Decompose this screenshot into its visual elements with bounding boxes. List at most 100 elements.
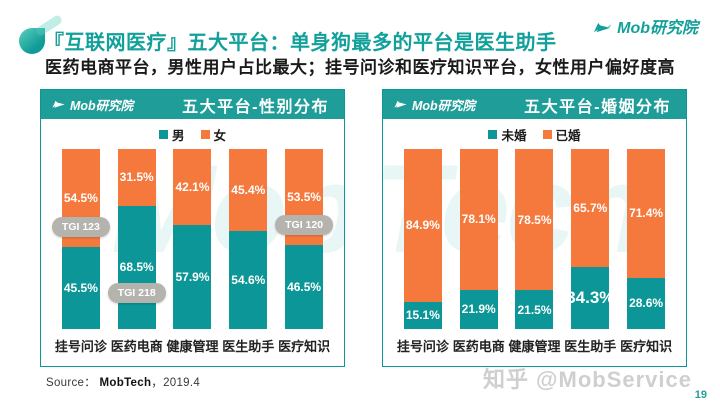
value-label: 78.1% [461, 212, 496, 227]
bar-segment-未婚: 34.3% [566, 267, 614, 329]
stacked-bar: 53.5% 46.5% [285, 149, 324, 329]
value-label: 78.5% [517, 212, 552, 227]
tgi-badge: TGI 123 [51, 217, 110, 238]
chart-legend: 男女 [41, 119, 344, 149]
panel-header: Mob研究院 五大平台-性别分布 [41, 90, 344, 119]
source-line: Source： MobTech，2019.4 [46, 374, 200, 390]
legend-item-未婚: 未婚 [488, 125, 527, 144]
legend-label: 女 [213, 128, 227, 143]
category-label: 医药电商 [110, 339, 163, 354]
stacked-bar: 42.1% 57.9% [173, 149, 212, 329]
stacked-bar: 54.5% 45.5% [61, 149, 100, 329]
category-label: 医生助手 [564, 339, 617, 354]
legend-marker [542, 129, 552, 139]
value-label: 31.5% [119, 170, 154, 185]
category-label: 医疗知识 [620, 339, 673, 354]
category-label: 医药电商 [452, 339, 505, 354]
value-label: 46.5% [287, 280, 322, 295]
bar-column: 71.4% 28.6% [618, 149, 674, 329]
category-axis: 挂号问诊 医药电商 健康管理 医生助手 医疗知识 [383, 336, 686, 355]
category-axis: 挂号问诊 医药电商 健康管理 医生助手 医疗知识 [41, 336, 344, 355]
chart-legend: 未婚 已婚 [383, 119, 686, 149]
source-prefix: Source： [46, 377, 97, 389]
stacked-bar: 31.5% 68.5% [117, 149, 156, 329]
bar-segment-女: 42.1% [173, 149, 212, 225]
category-label: 医疗知识 [278, 339, 331, 354]
mob-logo-text: Mob研究院 [617, 20, 698, 37]
value-label: 42.1% [175, 179, 210, 194]
value-label: 68.5% [119, 260, 154, 275]
category-label: 挂号问诊 [396, 339, 449, 354]
bird-icon [592, 18, 612, 34]
bar-column: 45.4% 54.6% [220, 149, 276, 329]
value-label: 84.9% [405, 218, 440, 233]
value-label: 45.4% [231, 182, 266, 197]
bar-segment-已婚: 71.4% [627, 149, 666, 278]
bar-segment-男: 46.5% [285, 245, 324, 329]
legend-marker [488, 129, 498, 139]
source-name: MobTech [99, 377, 152, 389]
leaf-decoration-icon [19, 28, 45, 54]
bar-segment-已婚: 84.9% [403, 149, 442, 302]
category-label: 医生助手 [222, 339, 275, 354]
legend-item-已婚: 已婚 [542, 125, 581, 144]
legend-label: 已婚 [555, 128, 581, 143]
stacked-bar: 71.4% 28.6% [627, 149, 666, 329]
stacked-bar: 84.9% 15.1% [403, 149, 442, 329]
category-label: 健康管理 [166, 339, 219, 354]
plot-area: 54.5% 45.5% 31.5% 68.5% 42.1% 57.9% 45.4% 54.6%… [41, 149, 344, 329]
bar-column: 65.7% 34.3% [562, 149, 618, 329]
page-subtitle: 医药电商平台，男性用户占比最大；挂号问诊和医疗知识平台，女性用户偏好度高 [45, 58, 675, 77]
value-label: 45.5% [63, 281, 98, 296]
panel-logo-text: Mob研究院 [70, 99, 134, 113]
value-label: 21.5% [517, 302, 552, 317]
bar-segment-未婚: 15.1% [403, 301, 442, 329]
value-label: 21.9% [461, 302, 496, 317]
panel-title: 五大平台-性别分布 [182, 98, 329, 116]
bar-segment-已婚: 65.7% [571, 149, 610, 268]
value-label: 57.9% [175, 269, 210, 284]
bar-segment-已婚: 78.1% [459, 149, 498, 290]
bar-column: 53.5% 46.5% [276, 149, 332, 329]
legend-marker [158, 129, 168, 139]
value-label: 53.5% [287, 190, 322, 205]
page-number: 19 [694, 389, 707, 401]
panel-logo-text: Mob研究院 [412, 99, 476, 113]
mob-logo-white: Mob研究院 [393, 95, 475, 114]
stacked-bar: 65.7% 34.3% [566, 149, 614, 329]
bar-column: 31.5% 68.5% [109, 149, 165, 329]
bar-column: 42.1% 57.9% [165, 149, 221, 329]
bird-icon [51, 97, 66, 112]
bird-icon [393, 97, 408, 112]
legend-marker [200, 129, 210, 139]
bar-column: 84.9% 15.1% [395, 149, 451, 329]
zhihu-watermark: 知乎 @MobService [482, 367, 692, 392]
legend-label: 未婚 [501, 128, 527, 143]
panel-header: Mob研究院 五大平台-婚姻分布 [383, 90, 686, 119]
bar-segment-女: 31.5% [117, 149, 156, 206]
value-label: 28.6% [629, 296, 664, 311]
bar-column: 54.5% 45.5% [53, 149, 109, 329]
category-label: 挂号问诊 [54, 339, 107, 354]
tgi-badge: TGI 218 [107, 283, 166, 304]
value-label: 65.7% [573, 201, 608, 216]
bar-column: 78.1% 21.9% [451, 149, 507, 329]
chart-panel-gender: Mob研究院 五大平台-性别分布 MobTech 男女 54.5%45.5%31… [40, 89, 345, 367]
bar-segment-男: 45.5% [61, 247, 100, 329]
bar-segment-男: 54.6% [229, 230, 268, 329]
value-label: 15.1% [405, 308, 440, 323]
stacked-bar: 45.4% 54.6% [229, 149, 268, 329]
tgi-badge: TGI 120 [275, 215, 334, 236]
legend-label: 男 [171, 128, 185, 143]
mob-logo-white: Mob研究院 [51, 95, 133, 114]
mob-logo: Mob研究院 [592, 14, 698, 38]
bar-segment-男: 68.5% [117, 205, 156, 329]
panel-title: 五大平台-婚姻分布 [524, 98, 671, 116]
value-label: 71.4% [629, 206, 664, 221]
value-label: 34.3% [566, 288, 615, 308]
stacked-bar: 78.5% 21.5% [515, 149, 554, 329]
bar-segment-未婚: 28.6% [627, 277, 666, 329]
bar-segment-已婚: 78.5% [515, 149, 554, 291]
bar-segment-未婚: 21.9% [459, 289, 498, 329]
